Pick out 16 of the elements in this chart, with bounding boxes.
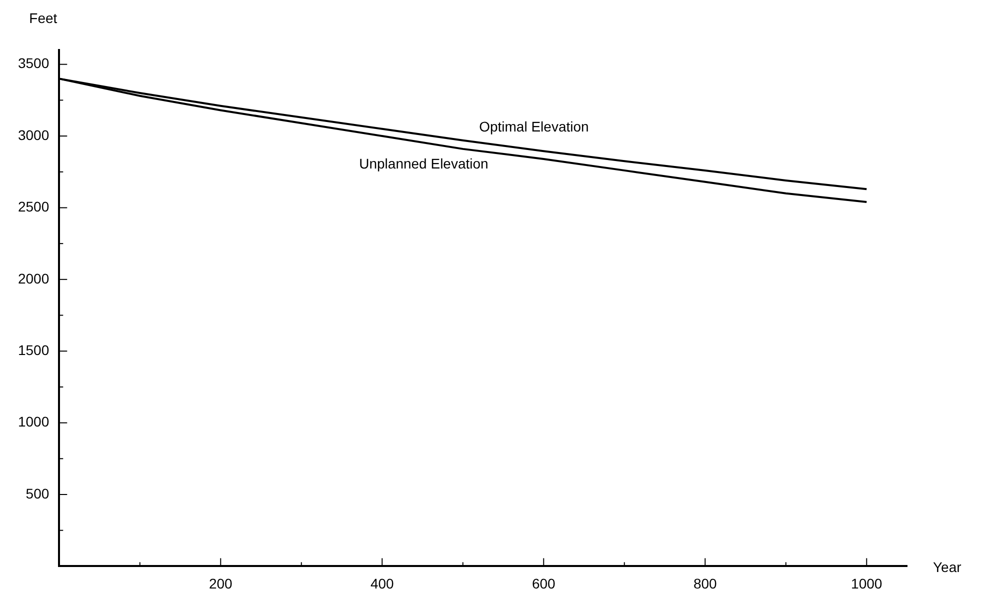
y-tick-label: 1000 [18, 414, 50, 430]
x-tick-label: 600 [532, 575, 556, 592]
series-label: Unplanned Elevation [359, 156, 488, 172]
y-axis-title: Feet [29, 10, 58, 26]
y-tick-label: 3500 [18, 55, 50, 72]
y-tick-label: 2000 [18, 270, 50, 286]
y-tick-label: 3000 [18, 126, 50, 143]
x-axis-title: Year [933, 559, 962, 576]
y-tick-label: 1500 [18, 342, 50, 358]
series-label: Optimal Elevation [479, 118, 589, 135]
x-tick-label: 800 [693, 575, 718, 592]
x-tick-label: 200 [208, 575, 233, 592]
x-tick-label: 400 [370, 575, 394, 592]
x-tick-label: 1000 [851, 575, 882, 592]
y-tick-label: 500 [26, 485, 50, 502]
y-tick-label: 2500 [18, 198, 50, 215]
